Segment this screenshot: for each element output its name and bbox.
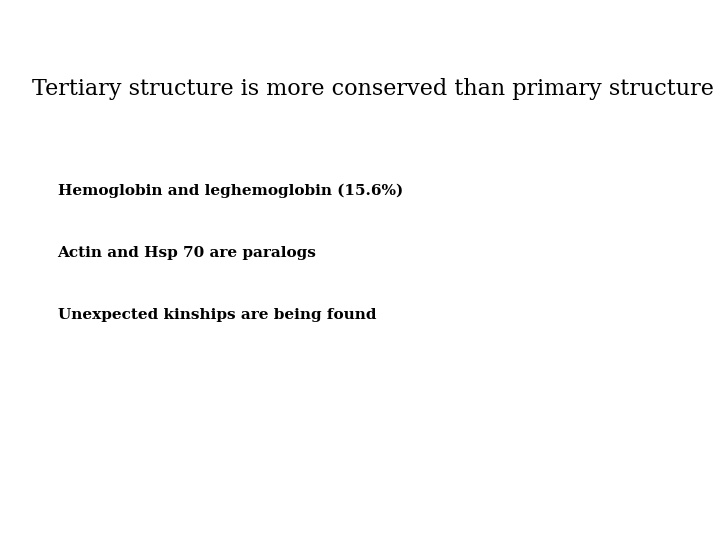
Text: Actin and Hsp 70 are paralogs: Actin and Hsp 70 are paralogs: [58, 246, 317, 260]
Text: Tertiary structure is more conserved than primary structure: Tertiary structure is more conserved tha…: [32, 78, 714, 100]
Text: Unexpected kinships are being found: Unexpected kinships are being found: [58, 308, 376, 322]
Text: Hemoglobin and leghemoglobin (15.6%): Hemoglobin and leghemoglobin (15.6%): [58, 184, 403, 198]
